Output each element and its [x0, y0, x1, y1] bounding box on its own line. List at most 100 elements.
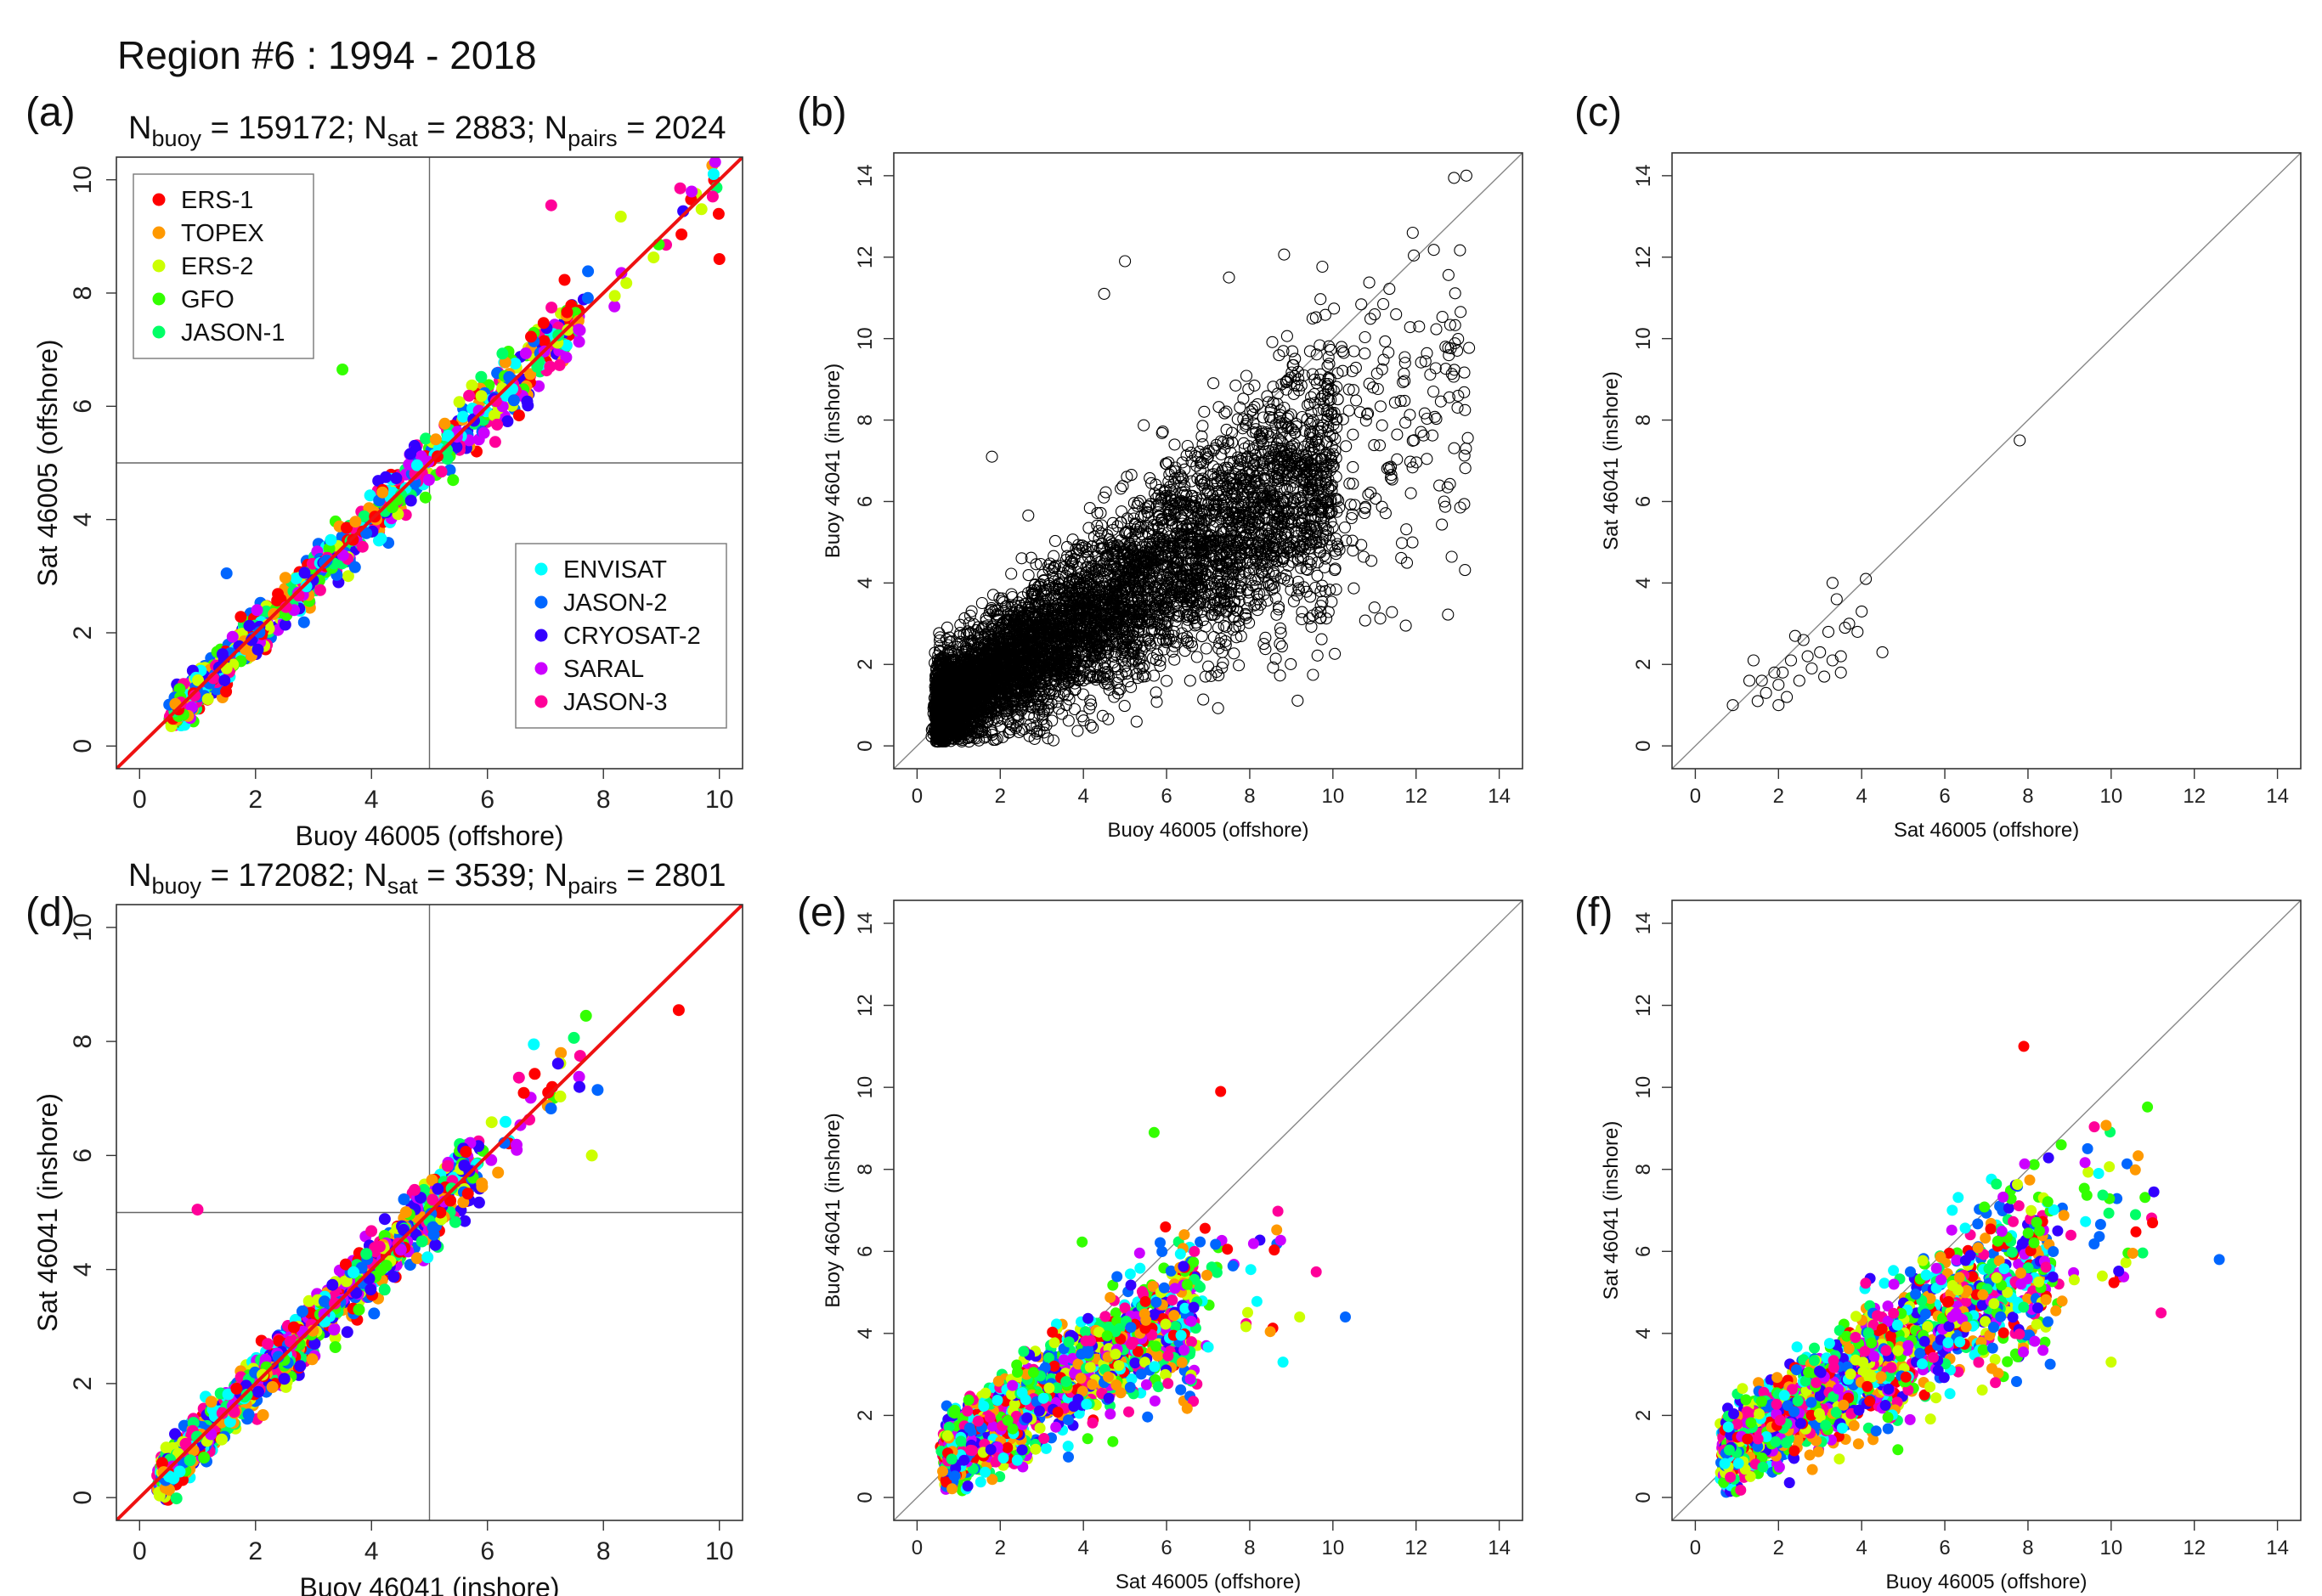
data-point: [1325, 539, 1338, 552]
legend-label: ERS-1: [181, 187, 253, 214]
legend-marker: [152, 259, 166, 273]
data-point: [1212, 669, 1225, 682]
data-point: [234, 611, 247, 623]
data-point: [1442, 268, 1455, 281]
data-layer-b: [894, 153, 1523, 769]
data-point: [319, 556, 331, 569]
data-point: [1361, 408, 1374, 420]
data-point: [1196, 472, 1209, 485]
data-point: [1345, 511, 1358, 525]
data-point: [435, 465, 448, 478]
data-point: [1373, 439, 1387, 452]
data-point: [1085, 698, 1098, 711]
data-point: [573, 336, 585, 348]
data-point: [1342, 383, 1355, 396]
data-point: [1307, 668, 1319, 681]
data-point: [1184, 674, 1196, 687]
data-point: [243, 619, 256, 632]
data-point: [404, 448, 416, 460]
data-point: [1314, 536, 1326, 549]
y-axis-title: Sat 46005 (offshore): [32, 339, 63, 586]
data-point: [1458, 366, 1471, 379]
legend-box: [515, 543, 727, 729]
data-point: [1458, 498, 1471, 510]
data-point: [1195, 430, 1208, 443]
data-point: [279, 572, 291, 584]
data-point: [380, 471, 392, 483]
data-point: [1353, 406, 1366, 419]
data-point: [376, 486, 389, 499]
data-point: [608, 290, 621, 302]
data-point: [1333, 544, 1346, 556]
data-point: [1251, 438, 1264, 451]
legend-label: JASON-1: [181, 319, 285, 347]
data-point: [1404, 321, 1416, 334]
data-point: [1451, 401, 1464, 414]
data-point: [675, 228, 688, 240]
data-point: [1076, 710, 1088, 723]
data-point: [560, 351, 573, 364]
data-point: [1319, 308, 1331, 321]
data-point: [712, 207, 725, 220]
data-point: [1274, 622, 1286, 634]
data-point: [1218, 407, 1231, 420]
stats-text: = 159172; N: [201, 110, 387, 146]
data-point: [1280, 330, 1293, 342]
data-point: [1166, 646, 1178, 658]
data-point: [358, 510, 370, 522]
data-point: [1030, 558, 1042, 571]
data-point: [1286, 345, 1299, 358]
data-point: [1320, 612, 1333, 625]
data-point: [1274, 404, 1286, 417]
data-point: [1454, 501, 1466, 514]
data-point: [290, 572, 302, 584]
data-point: [1224, 446, 1237, 460]
data-point: [1337, 347, 1350, 359]
y-tick-label: 10: [69, 166, 97, 194]
data-point: [218, 674, 231, 687]
data-point: [561, 306, 573, 319]
data-point: [314, 584, 326, 596]
data-point: [1237, 437, 1250, 449]
data-point: [1448, 172, 1460, 184]
y-tick-label: 4: [69, 512, 97, 527]
data-point: [251, 643, 264, 656]
data-point: [1130, 715, 1143, 728]
data-point: [342, 570, 354, 583]
data-point: [1229, 530, 1242, 543]
data-point: [1161, 615, 1174, 628]
data-point: [1212, 611, 1224, 623]
data-point: [709, 157, 721, 168]
data-point: [1087, 721, 1099, 734]
data-point: [501, 415, 514, 427]
data-point: [1441, 481, 1454, 493]
data-point: [442, 430, 455, 442]
data-point: [1421, 453, 1433, 465]
data-point: [1417, 429, 1430, 442]
data-point: [1328, 302, 1341, 315]
data-point: [1306, 312, 1319, 325]
data-point: [1115, 505, 1128, 518]
data-point: [1434, 395, 1447, 408]
data-point: [297, 616, 310, 629]
data-point: [226, 630, 239, 643]
data-point: [1454, 244, 1466, 257]
x-axis-title: Buoy 46005 (offshore): [295, 821, 563, 851]
data-point: [220, 685, 233, 698]
data-point: [1430, 413, 1443, 426]
data-point: [1343, 477, 1356, 490]
data-point: [1274, 637, 1286, 650]
plot-frame-a: [116, 156, 743, 770]
data-point: [251, 604, 263, 617]
data-point: [1347, 345, 1360, 358]
data-point: [1438, 495, 1450, 508]
data-point: [519, 347, 532, 359]
data-point: [491, 418, 504, 431]
data-point: [1234, 629, 1247, 643]
data-point: [1118, 700, 1131, 713]
data-point: [1161, 674, 1173, 687]
data-point: [1359, 614, 1371, 627]
data-point: [1302, 398, 1314, 411]
